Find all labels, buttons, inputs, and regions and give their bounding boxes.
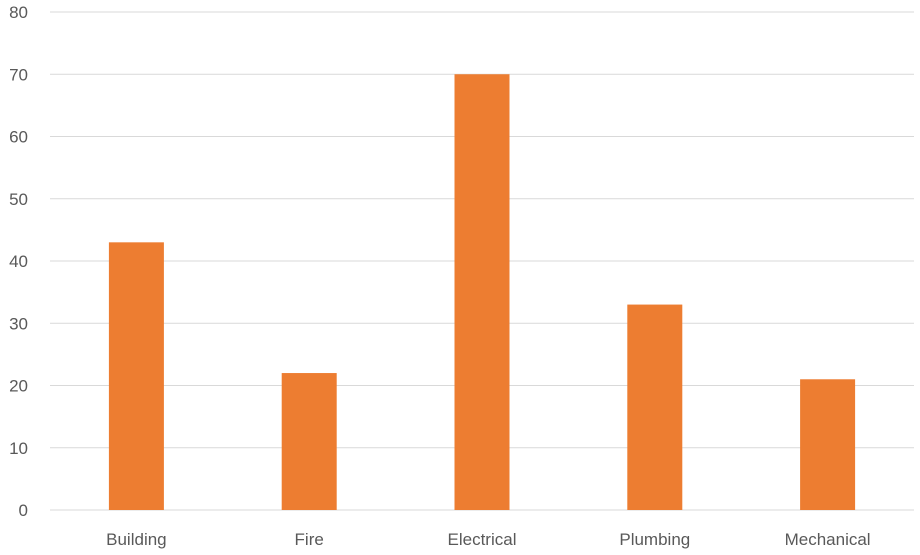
- x-tick-label: Fire: [295, 530, 324, 549]
- x-tick-label: Electrical: [448, 530, 517, 549]
- y-tick-label: 50: [9, 190, 28, 209]
- y-axis-tick-labels: 0 10 20 30 40 50 60 70 80: [9, 3, 28, 520]
- y-tick-label: 0: [19, 501, 28, 520]
- y-tick-label: 40: [9, 252, 28, 271]
- x-tick-label: Plumbing: [619, 530, 690, 549]
- x-tick-label: Mechanical: [785, 530, 871, 549]
- y-tick-label: 80: [9, 3, 28, 22]
- y-tick-label: 60: [9, 128, 28, 147]
- y-tick-label: 20: [9, 377, 28, 396]
- bar-building: [108, 242, 164, 510]
- x-axis-tick-labels: Building Fire Electrical Plumbing Mechanical: [106, 530, 870, 549]
- x-tick-label: Building: [106, 530, 167, 549]
- y-tick-label: 10: [9, 439, 28, 458]
- bar-fire: [281, 373, 337, 510]
- bar-mechanical: [800, 379, 856, 510]
- y-tick-label: 30: [9, 314, 28, 333]
- bar-electrical: [454, 74, 510, 510]
- bars: [108, 74, 856, 510]
- y-tick-label: 70: [9, 65, 28, 84]
- bar-plumbing: [627, 304, 683, 510]
